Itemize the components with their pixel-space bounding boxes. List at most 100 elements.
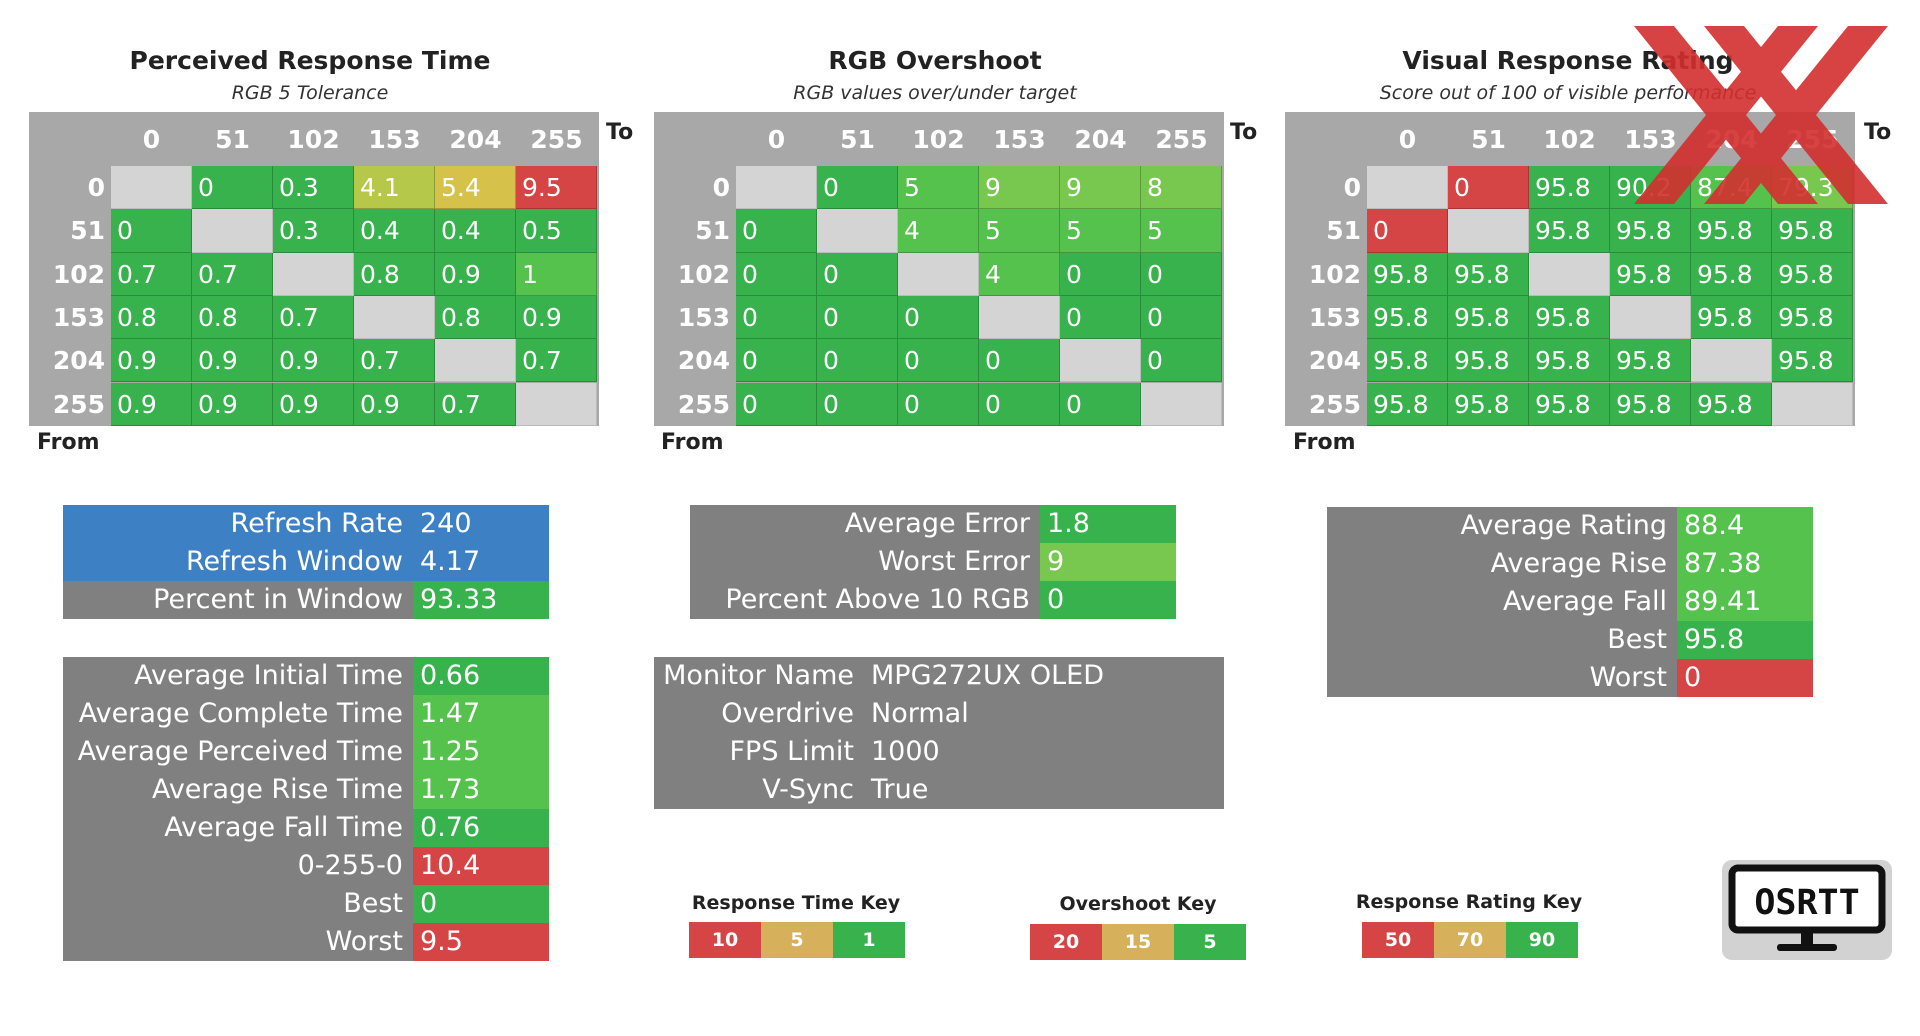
row-header: 0: [1343, 173, 1361, 202]
stat-row: Average Initial Time 0.66: [63, 657, 549, 695]
stat-row: Average Perceived Time 1.25: [63, 733, 549, 771]
stat-value: 0.76: [413, 809, 549, 847]
stat-row: V-Sync True: [654, 771, 1224, 809]
heatmap-cell: 0.9: [111, 339, 192, 383]
stat-row: Percent Above 10 RGB 0: [690, 581, 1176, 619]
col-header: 0: [142, 125, 161, 154]
diagonal-cell: [435, 339, 516, 383]
response-rating-key-title: Response Rating Key: [1355, 891, 1583, 913]
refresh-panel: Refresh Rate 240 Refresh Window 4.17 Percent…: [63, 505, 549, 619]
heatmap-cell: 95.8: [1448, 252, 1529, 296]
heatmap-cell: 0: [817, 295, 898, 340]
stat-row: Average Fall Time 0.76: [63, 809, 549, 847]
stat-label: Average Rating: [1460, 510, 1667, 541]
heatmap-overshoot: 0 51 102 153 204 255 0 0 5 9 9 8 51 0 4 5 5 5 102 0 0 4 0 0 153 0…: [654, 112, 1224, 426]
stat-label: Monitor Name: [663, 660, 854, 691]
errors-panel: Average Error 1.8 Worst Error 9 Percent Abov…: [690, 505, 1176, 619]
heatmap-cell: 95.8: [1529, 166, 1610, 210]
diagonal-cell: [273, 252, 354, 296]
heatmap-cell: 0.7: [516, 339, 597, 383]
key-swatch: 10: [689, 922, 761, 958]
heatmap-cell: 0: [736, 382, 817, 426]
heatmap-cell: 0.8: [111, 295, 192, 340]
heatmap-cell: 0: [979, 339, 1060, 383]
stat-row: Average Rise 87.38: [1327, 545, 1813, 583]
col-header: 153: [993, 125, 1046, 154]
col-header: 255: [530, 125, 583, 154]
stat-row: 0-255-0 10.4: [63, 847, 549, 885]
stat-row: Overdrive Normal: [654, 695, 1224, 733]
stat-value: 88.4: [1677, 507, 1813, 545]
heatmap-cell: 0: [979, 382, 1060, 426]
stat-value: 1.8: [1040, 505, 1176, 543]
diagonal-cell: [1610, 295, 1691, 340]
key-swatch: 50: [1362, 922, 1434, 958]
stat-label: Average Complete Time: [78, 698, 403, 729]
stat-value: 9: [1040, 543, 1176, 581]
stat-label: Overdrive: [721, 698, 854, 729]
diagonal-cell: [111, 166, 192, 210]
heatmap-response-time: 0 51 102 153 204 255 0 0 0.3 4.1 5.4 9.5 51 0 0.3 0.4 0.…: [29, 112, 599, 426]
heatmap-cell: 4.1: [354, 166, 435, 210]
row-header: 51: [1326, 216, 1361, 246]
col-header: 51: [840, 125, 875, 154]
row-header: 204: [677, 346, 730, 376]
heatmap-cell: 0.9: [435, 252, 516, 296]
heatmap-cell: 95.8: [1367, 339, 1448, 383]
key-swatch: 20: [1030, 924, 1102, 960]
heatmap-cell: 0.8: [192, 295, 273, 340]
response-times-panel: Average Initial Time 0.66 Average Complete…: [63, 657, 549, 961]
heatmap-cell: 95.8: [1610, 382, 1691, 426]
col-header: 102: [912, 125, 965, 154]
stat-value: 1000: [864, 733, 1224, 771]
stat-label: Average Rise: [1490, 548, 1667, 579]
stat-value: 87.38: [1677, 545, 1813, 583]
stat-row: Refresh Window 4.17: [63, 543, 549, 581]
to-label-response-time: To: [606, 120, 634, 145]
heatmap-cell: 0.3: [273, 166, 354, 210]
col-header: 153: [1624, 125, 1677, 154]
stat-value: 89.41: [1677, 583, 1813, 621]
heatmap-cell: 5.4: [435, 166, 516, 210]
stat-label: Worst: [1589, 662, 1667, 693]
stat-row: Refresh Rate 240: [63, 505, 549, 543]
to-label-rating: To: [1864, 120, 1892, 145]
stat-value: MPG272UX OLED: [864, 657, 1224, 695]
heatmap-cell: 0: [736, 295, 817, 340]
stat-label: Average Rise Time: [151, 774, 403, 805]
heatmap-cell: 95.8: [1691, 382, 1772, 426]
key-swatch: 5: [1174, 924, 1246, 960]
stat-label: Percent Above 10 RGB: [725, 584, 1030, 615]
heatmap-cell: 0: [192, 166, 273, 210]
row-header: 255: [52, 389, 105, 419]
diagonal-cell: [1141, 382, 1222, 426]
row-header: 102: [52, 259, 105, 289]
heatmap-cell: 0: [1141, 295, 1222, 340]
col-header: 51: [1471, 125, 1506, 154]
heatmap-cell: 0: [817, 252, 898, 296]
heatmap-cell: 0: [1141, 252, 1222, 296]
heatmap-cell: 0.3: [273, 209, 354, 253]
heatmap-cell: 4: [979, 252, 1060, 296]
response-time-key: 10 5 1: [689, 922, 905, 958]
stat-label: V-Sync: [762, 774, 854, 805]
heatmap-cell: 9.5: [516, 166, 597, 210]
diagonal-cell: [736, 166, 817, 210]
diagonal-cell: [1691, 339, 1772, 383]
stat-value: 240: [413, 505, 549, 543]
stat-row: Worst 9.5: [63, 923, 549, 961]
heatmap-cell: 95.8: [1610, 209, 1691, 253]
diagonal-cell: [1448, 209, 1529, 253]
heatmap-cell: 0.9: [273, 339, 354, 383]
heatmap-cell: 0.8: [435, 295, 516, 340]
stat-value: 93.33: [413, 581, 549, 619]
to-label-overshoot: To: [1230, 120, 1258, 145]
osrtt-logo: OSRTT: [1722, 860, 1892, 960]
heatmap-cell: 0.7: [192, 252, 273, 296]
stat-row: Worst 0: [1327, 659, 1813, 697]
heatmap-cell: 95.8: [1772, 252, 1853, 296]
stat-value: 95.8: [1677, 621, 1813, 659]
key-swatch: 15: [1102, 924, 1174, 960]
diagonal-cell: [1529, 252, 1610, 296]
heatmap-cell: 95.8: [1529, 382, 1610, 426]
